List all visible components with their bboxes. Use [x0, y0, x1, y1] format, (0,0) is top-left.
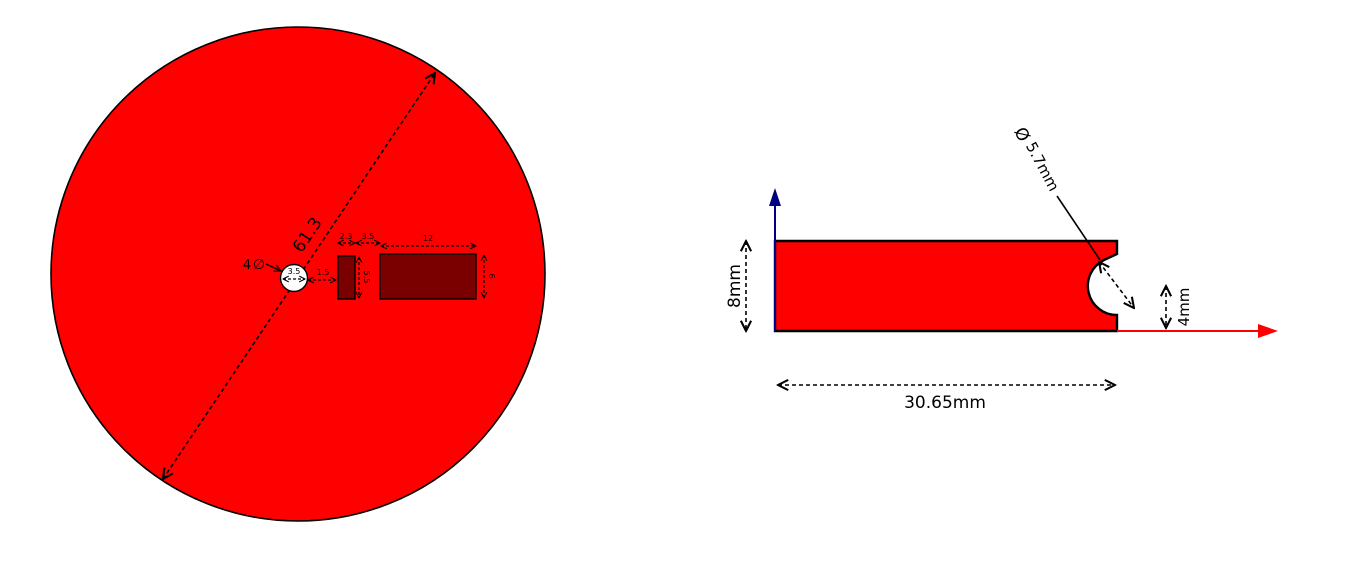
hole-inner-label: 3.5: [288, 267, 301, 276]
height-label: 8mm: [725, 264, 745, 308]
slot-large-width-label: 12: [423, 234, 433, 243]
slot-large-height-label: 6: [487, 273, 496, 278]
horizontal-axis-arrowhead: [1258, 324, 1278, 338]
notch-diameter-symbol: Ø: [1009, 124, 1033, 145]
slot-large: [379, 253, 477, 300]
top-view: 61.3 3.5 4 ∅ 1.5 2.3 5.5 3.5 12 6: [50, 26, 546, 522]
slot-small: [337, 255, 356, 300]
notch-height-label: 4mm: [1175, 288, 1193, 327]
vertical-axis-arrowhead: [769, 188, 781, 206]
notch-diameter-label: 5.7mm: [1022, 139, 1063, 194]
notch-diameter-dimension: [1099, 262, 1134, 308]
slot-small-width-label: 2.3: [340, 232, 353, 241]
hole-diameter-label: 4: [243, 258, 251, 273]
slot-spacing-label: 3.5: [362, 232, 375, 241]
width-label: 30.65mm: [904, 393, 986, 413]
hole-leader-arrow: [265, 263, 281, 271]
side-view: 8mm 30.65mm 4mm Ø 5.7mm: [725, 124, 1278, 413]
slot-small-height-label: 5.5: [362, 271, 371, 284]
side-profile: [773, 239, 1119, 333]
hole-diameter-symbol: ∅: [253, 257, 265, 273]
notch-leader-line: [1056, 195, 1101, 261]
gap-label: 1.5: [317, 268, 330, 277]
diameter-dimension-line: [163, 73, 435, 479]
